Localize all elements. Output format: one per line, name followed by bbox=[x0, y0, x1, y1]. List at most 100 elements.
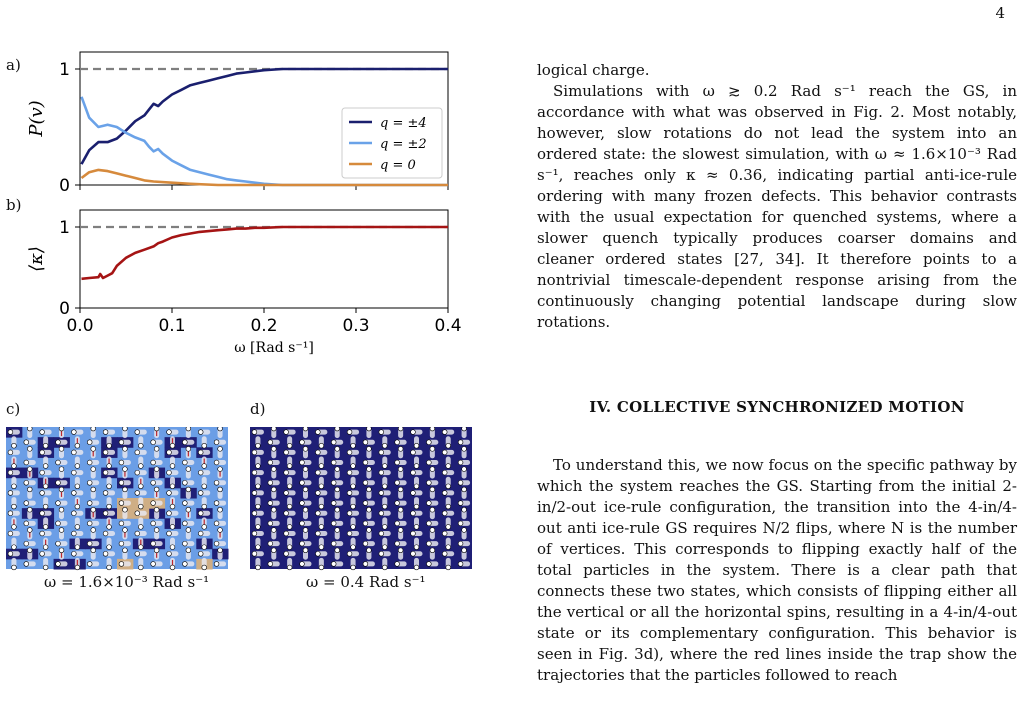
particle bbox=[55, 439, 61, 445]
particle bbox=[102, 490, 109, 496]
particle bbox=[185, 427, 192, 432]
caption-d: ω = 0.4 Rad s⁻¹ bbox=[306, 573, 426, 591]
particle bbox=[331, 540, 337, 547]
y-axis-label-a: P(v) bbox=[26, 100, 47, 137]
particle bbox=[58, 486, 65, 493]
particle bbox=[150, 561, 156, 567]
particle bbox=[382, 463, 388, 469]
particle bbox=[201, 524, 207, 530]
particle bbox=[122, 486, 128, 493]
particle bbox=[271, 486, 277, 493]
particle bbox=[302, 427, 309, 432]
particle bbox=[426, 500, 432, 506]
particle bbox=[286, 483, 293, 489]
particle bbox=[58, 527, 65, 533]
particle bbox=[11, 564, 17, 571]
particle bbox=[55, 500, 61, 506]
particle bbox=[331, 520, 337, 527]
particle bbox=[11, 503, 17, 510]
particle bbox=[118, 520, 125, 527]
particle bbox=[318, 503, 325, 510]
particle bbox=[134, 469, 140, 476]
series-line-a-0 bbox=[80, 67, 448, 165]
particle bbox=[271, 527, 277, 533]
particle bbox=[299, 500, 305, 506]
particle bbox=[58, 427, 65, 432]
particle bbox=[302, 547, 309, 553]
particle bbox=[251, 551, 258, 557]
paragraph-3: To understand this, we now focus on the … bbox=[537, 455, 1017, 686]
particle bbox=[7, 429, 14, 435]
particle bbox=[185, 486, 192, 493]
particle bbox=[366, 547, 372, 553]
particle bbox=[102, 429, 109, 435]
line-charts: 0 1 P(v) q = ±4 q = ±2 q = 0 0 1 ⟨κ⟩ 0.0 0.1 0.2 0.3… bbox=[26, 51, 462, 356]
particle bbox=[87, 439, 93, 445]
particle bbox=[445, 524, 451, 530]
paragraph-2: Simulations with ω ≳ 0.2 Rad s⁻¹ reach t… bbox=[537, 81, 1017, 333]
particle bbox=[213, 500, 220, 506]
particle bbox=[27, 547, 33, 553]
particle bbox=[134, 490, 140, 496]
particle bbox=[429, 507, 436, 513]
particle bbox=[150, 500, 156, 506]
particle bbox=[213, 520, 220, 527]
particle bbox=[90, 446, 96, 452]
particle bbox=[346, 530, 353, 537]
particle bbox=[445, 503, 451, 510]
particle bbox=[457, 459, 464, 466]
particle bbox=[255, 524, 261, 530]
particle bbox=[286, 564, 293, 571]
particle bbox=[413, 544, 420, 550]
particle bbox=[11, 443, 17, 449]
paragraph-fragment: logical charge. bbox=[537, 60, 1017, 81]
particle bbox=[461, 466, 467, 472]
particle bbox=[153, 466, 160, 472]
particle bbox=[271, 446, 277, 452]
particle bbox=[90, 507, 96, 513]
particle bbox=[213, 540, 220, 547]
particle bbox=[217, 527, 223, 533]
particle bbox=[201, 564, 207, 571]
x-tick-label: 0.3 bbox=[342, 316, 369, 336]
particle bbox=[42, 564, 49, 571]
particle bbox=[55, 561, 61, 567]
particle bbox=[445, 564, 451, 571]
particle bbox=[286, 463, 293, 469]
particle bbox=[169, 483, 176, 489]
particle bbox=[410, 551, 416, 557]
particle bbox=[346, 449, 353, 456]
particle bbox=[122, 507, 128, 513]
particle bbox=[299, 540, 305, 547]
particle bbox=[182, 561, 188, 567]
particle bbox=[299, 480, 305, 486]
particle bbox=[331, 459, 337, 466]
particle bbox=[362, 459, 369, 466]
particle bbox=[153, 446, 160, 452]
particle bbox=[255, 463, 261, 469]
particle bbox=[106, 463, 112, 469]
particle bbox=[426, 540, 432, 547]
particle bbox=[318, 524, 325, 530]
particle bbox=[299, 520, 305, 527]
particle bbox=[397, 527, 404, 533]
x-tick-label: 0.1 bbox=[158, 316, 185, 336]
particle bbox=[445, 544, 451, 550]
particle bbox=[106, 544, 112, 550]
particle bbox=[397, 547, 404, 553]
particle bbox=[318, 564, 325, 571]
particle bbox=[413, 524, 420, 530]
particle bbox=[217, 486, 223, 493]
particle bbox=[182, 439, 188, 445]
particle bbox=[397, 486, 404, 493]
particle bbox=[23, 500, 29, 506]
particle bbox=[122, 547, 128, 553]
particle bbox=[346, 510, 353, 516]
particle bbox=[302, 466, 309, 472]
x-tick-label: 0.2 bbox=[250, 316, 277, 336]
particle bbox=[394, 540, 400, 547]
particle bbox=[138, 503, 144, 510]
particle bbox=[39, 551, 45, 557]
particle bbox=[134, 449, 140, 456]
particle bbox=[122, 527, 128, 533]
